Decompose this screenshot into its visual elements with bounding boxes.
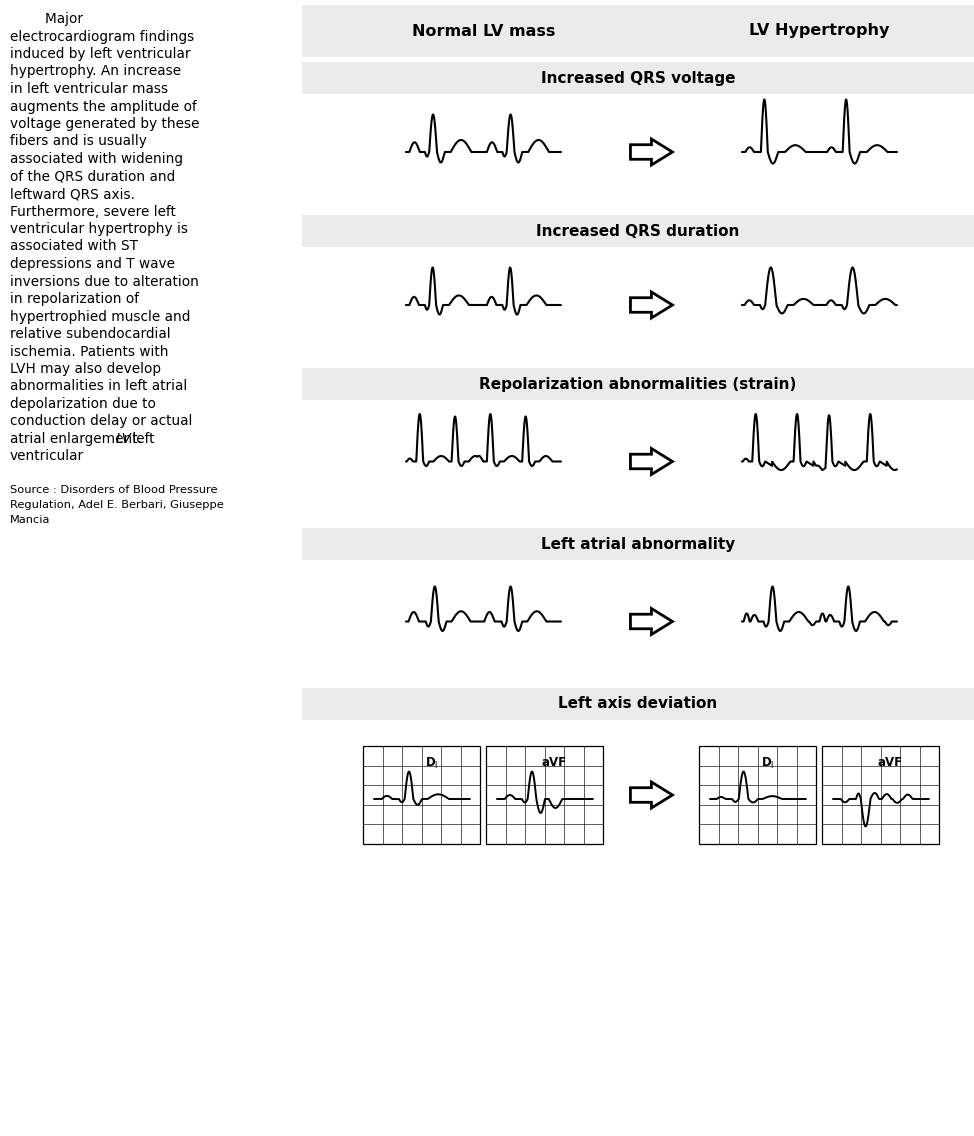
Text: fibers and is usually: fibers and is usually — [10, 134, 147, 149]
Text: Normal LV mass: Normal LV mass — [412, 24, 555, 39]
Bar — [699, 746, 816, 844]
Text: induced by left ventricular: induced by left ventricular — [10, 47, 191, 61]
Bar — [302, 5, 974, 57]
Text: ischemia. Patients with: ischemia. Patients with — [10, 344, 169, 359]
Text: relative subendocardial: relative subendocardial — [10, 327, 170, 341]
Text: left: left — [128, 432, 154, 446]
Bar — [302, 62, 974, 94]
Bar — [302, 215, 974, 247]
Bar — [822, 746, 940, 844]
Bar — [486, 746, 604, 844]
Text: leftward QRS axis.: leftward QRS axis. — [10, 187, 135, 201]
Text: Furthermore, severe left: Furthermore, severe left — [10, 204, 176, 218]
Bar — [302, 368, 974, 400]
Text: atrial enlargement.: atrial enlargement. — [10, 432, 146, 446]
Text: Source : Disorders of Blood Pressure: Source : Disorders of Blood Pressure — [10, 485, 217, 495]
Text: D$_{\rm I}$: D$_{\rm I}$ — [425, 755, 438, 771]
Text: voltage generated by these: voltage generated by these — [10, 117, 200, 131]
Text: electrocardiogram findings: electrocardiogram findings — [10, 30, 194, 43]
Text: LV: LV — [116, 432, 132, 446]
Text: of the QRS duration and: of the QRS duration and — [10, 169, 175, 184]
Text: in left ventricular mass: in left ventricular mass — [10, 82, 169, 97]
Text: associated with ST: associated with ST — [10, 240, 138, 253]
Text: aVF: aVF — [542, 755, 567, 769]
Text: Major: Major — [10, 12, 83, 26]
Text: Left atrial abnormality: Left atrial abnormality — [541, 536, 735, 551]
Text: LV Hypertrophy: LV Hypertrophy — [749, 24, 889, 39]
Text: Mancia: Mancia — [10, 515, 51, 525]
Text: ventricular: ventricular — [10, 450, 84, 463]
Text: hypertrophied muscle and: hypertrophied muscle and — [10, 309, 190, 324]
Text: LVH may also develop: LVH may also develop — [10, 362, 161, 376]
Text: associated with widening: associated with widening — [10, 152, 183, 166]
Text: augments the amplitude of: augments the amplitude of — [10, 100, 197, 114]
Bar — [302, 528, 974, 560]
Text: depolarization due to: depolarization due to — [10, 396, 156, 411]
Text: Left axis deviation: Left axis deviation — [558, 696, 718, 711]
Text: Increased QRS duration: Increased QRS duration — [537, 224, 739, 239]
Bar — [363, 746, 480, 844]
Text: abnormalities in left atrial: abnormalities in left atrial — [10, 379, 187, 393]
Text: hypertrophy. An increase: hypertrophy. An increase — [10, 65, 181, 78]
Text: Regulation, Adel E. Berbari, Giuseppe: Regulation, Adel E. Berbari, Giuseppe — [10, 500, 224, 510]
Text: ventricular hypertrophy is: ventricular hypertrophy is — [10, 222, 188, 236]
Text: aVF: aVF — [878, 755, 903, 769]
Text: Repolarization abnormalities (strain): Repolarization abnormalities (strain) — [479, 376, 797, 392]
Text: inversions due to alteration: inversions due to alteration — [10, 275, 199, 289]
Text: Increased QRS voltage: Increased QRS voltage — [541, 70, 735, 85]
Text: conduction delay or actual: conduction delay or actual — [10, 415, 193, 428]
Text: depressions and T wave: depressions and T wave — [10, 257, 175, 272]
Text: D$_{\rm I}$: D$_{\rm I}$ — [761, 755, 774, 771]
Bar — [302, 688, 974, 720]
Text: in repolarization of: in repolarization of — [10, 292, 139, 306]
